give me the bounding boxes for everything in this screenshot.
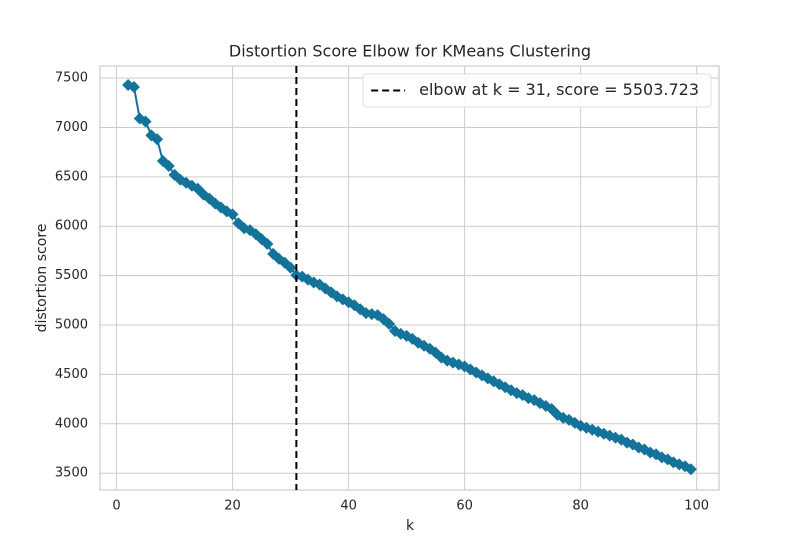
legend: elbow at k = 31, score = 5503.723 (362, 73, 712, 108)
y-tick-label: 6500 (55, 169, 88, 184)
legend-label: elbow at k = 31, score = 5503.723 (419, 80, 699, 99)
legend-box (362, 73, 712, 108)
x-tick-label: 20 (224, 499, 241, 514)
x-axis-label: k (406, 518, 415, 534)
data-point (684, 463, 697, 476)
data-point (139, 115, 152, 128)
y-tick-label: 4000 (55, 416, 88, 431)
y-tick-label: 3500 (55, 466, 88, 481)
data-point (127, 80, 140, 93)
chart-title: Distortion Score Elbow for KMeans Cluste… (229, 42, 591, 61)
data-point (226, 208, 239, 221)
x-tick-label: 0 (112, 499, 120, 514)
data-point (267, 247, 280, 260)
x-tick-label: 100 (684, 499, 709, 514)
data-point (261, 238, 274, 251)
y-tick-label: 5500 (55, 268, 88, 283)
data-point (284, 261, 297, 274)
y-tick-label: 7500 (55, 71, 88, 86)
x-tick-label: 80 (572, 499, 589, 514)
data-point (383, 318, 396, 331)
y-tick-label: 6000 (55, 219, 88, 234)
y-tick-label: 7000 (55, 120, 88, 135)
x-tick-label: 40 (340, 499, 357, 514)
data-point (151, 133, 164, 146)
data-point (162, 159, 175, 172)
plot-frame (99, 65, 720, 491)
y-tick-label: 4500 (55, 367, 88, 382)
y-tick-label: 5000 (55, 318, 88, 333)
y-axis-label: distortion score (34, 224, 50, 333)
x-tick-label: 60 (456, 499, 473, 514)
